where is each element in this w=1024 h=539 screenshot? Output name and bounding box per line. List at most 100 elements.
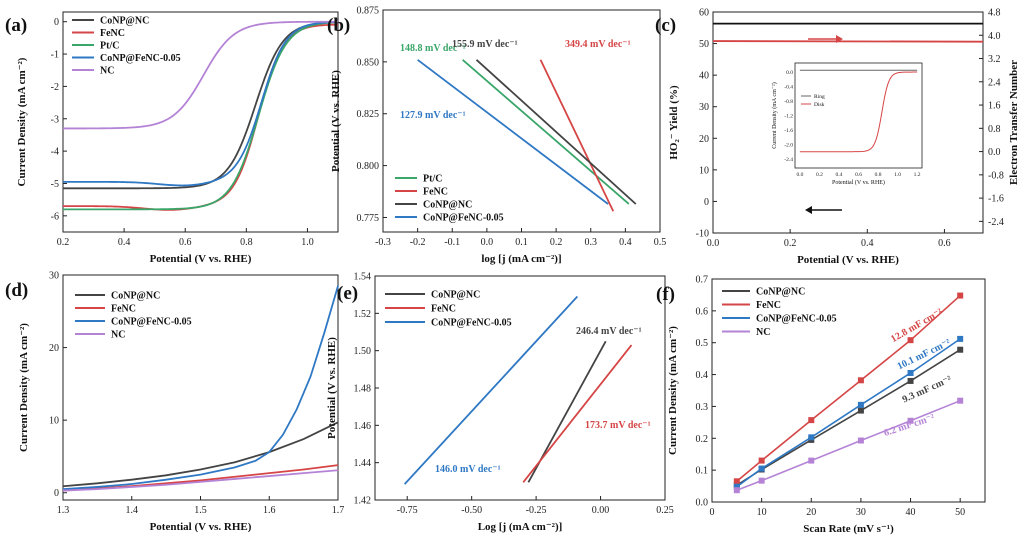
y-axis-title: Potential (V vs. RHE)	[326, 337, 338, 439]
plot-frame	[62, 11, 339, 233]
y2-tick-label: 2.4	[988, 77, 1001, 88]
y-tick-label: 30	[699, 102, 709, 113]
slope-annotation: 173.7 mV dec⁻¹	[585, 420, 651, 431]
legend-entry: Pt/C	[423, 174, 442, 185]
data-point-CoNP@FeNC-0.05	[957, 335, 964, 342]
x-tick-label: 0.5	[654, 237, 667, 248]
y-tick-label: 0.875	[357, 6, 380, 17]
slope-annotation: 349.4 mV dec⁻¹	[565, 39, 631, 50]
y-tick-label: 0.825	[357, 109, 380, 120]
y-tick-label: 0.3	[696, 402, 709, 413]
series-line-CoNP@NC	[475, 59, 637, 205]
plot-frame	[374, 275, 666, 501]
x-axis-title: Log [j (mA cm⁻²)]	[478, 521, 563, 533]
slope-annotation: 127.9 mV dec⁻¹	[400, 110, 466, 121]
y-tick-label: 20	[699, 134, 709, 145]
x-axis-title: Potential (V vs. RHE)	[150, 521, 252, 533]
x-tick-label: 0.2	[57, 237, 70, 248]
y-axis-title: Current Density (mA cm⁻²)	[18, 323, 30, 452]
legend-entry: CoNP@NC	[100, 16, 149, 27]
y-axis-title: Current Density (mA cm⁻²)	[16, 57, 28, 186]
y-tick-label: 0	[54, 17, 59, 28]
y-tick-label: 0.5	[696, 338, 709, 349]
y2-tick-label: 3.2	[988, 54, 1001, 65]
legend-entry: CoNP@FeNC-0.05	[756, 314, 837, 325]
legend-entry: CoNP@NC	[423, 200, 472, 211]
x-axis-title: Potential (V vs. RHE)	[150, 253, 252, 265]
x-tick-label: 1.3	[57, 505, 70, 516]
data-point-CoNP@FeNC-0.05	[907, 369, 914, 376]
y2-tick-label: 0.0	[988, 147, 1001, 158]
x-tick-label: 0.0	[481, 237, 494, 248]
arrow-left-icon	[805, 206, 812, 214]
y-tick-label: 10	[699, 165, 709, 176]
panel-5: (e) -0.75 -0.50 -0.25 0.00 0.25 1.42 1.44 1.46 1.…	[326, 272, 674, 534]
panel-3: (c) 0.0 0.2 0.4 0.6 60 50 40 30 20 10 0 -10 Potential…	[655, 8, 1020, 267]
legend-entry: CoNP@NC	[431, 290, 480, 301]
x-tick-label: 1.6	[263, 505, 276, 516]
series-line-CoNP@FeNC-0.05	[403, 295, 579, 485]
y-tick-label: 1.54	[354, 272, 372, 283]
series-line-FeNC	[736, 294, 961, 482]
x-tick-label: 30	[856, 507, 866, 518]
inset-frame	[794, 62, 923, 169]
x-tick-label: -0.50	[461, 505, 482, 516]
series-line-NC	[62, 469, 339, 492]
y-tick-label: 1.48	[354, 384, 372, 395]
y-tick-label: -5	[51, 179, 59, 190]
panel-label: (e)	[337, 283, 358, 304]
y-axis-title: HO₂⁻ Yield (%)	[668, 85, 680, 160]
legend-entry: CoNP@FeNC-0.05	[100, 53, 181, 64]
y-tick-label: 1.44	[354, 458, 372, 469]
data-point-NC	[957, 397, 964, 404]
x-axis-title: Scan Rate (mV s⁻¹)	[803, 523, 894, 535]
panel-1: (a) 0.2 0.4 0.6 0.8 1.0 0 -1 -2 -3 -4 -5 -6 Potential…	[5, 11, 339, 265]
inset-x-tick-label: 1.0	[894, 172, 901, 178]
y-tick-label: 30	[49, 271, 59, 282]
y-tick-label: 0.800	[357, 161, 380, 172]
y-axis-title: Potential (V vs. RHE)	[330, 70, 342, 172]
legend-entry: NC	[111, 330, 125, 341]
y-axis-title: Current Density (mA cm⁻²)	[667, 326, 679, 455]
data-point-CoNP@NC	[907, 377, 914, 384]
y-tick-label: 50	[699, 39, 709, 50]
x-tick-label: -0.2	[410, 237, 426, 248]
y-tick-label: 0	[704, 197, 709, 208]
panel-4: (d) 1.3 1.4 1.5 1.6 1.7 0 10 20 30 Potential (V vs…	[5, 271, 344, 534]
legend-entry: CoNP@NC	[756, 287, 805, 298]
inset-y-axis-title: Current Density (mA cm⁻²)	[771, 82, 778, 148]
x-tick-label: 0.6	[179, 237, 192, 248]
slope-annotation: 246.4 mV dec⁻¹	[576, 326, 642, 337]
legend-entry: FeNC	[100, 28, 125, 39]
x-tick-label: 0.2	[784, 238, 797, 249]
y-tick-label: 0.7	[696, 275, 709, 286]
y-tick-label: 1.46	[354, 421, 372, 432]
data-point-CoNP@NC	[957, 346, 964, 353]
y2-tick-label: 4.8	[988, 8, 1001, 19]
inset-x-axis-title: Potential (V vs. RHE)	[832, 179, 885, 186]
data-point-NC	[907, 417, 914, 424]
y2-axis-title: Electron Transfer Number	[1008, 60, 1020, 185]
y-tick-label: -6	[51, 211, 59, 222]
plot-frame	[712, 11, 984, 234]
data-point-FeNC	[808, 417, 815, 424]
x-tick-label: 1.5	[194, 505, 207, 516]
x-tick-label: 0.6	[938, 238, 951, 249]
inset-x-tick-label: 0.0	[796, 172, 803, 178]
slope-annotation: 10.1 mF cm⁻²	[896, 337, 953, 372]
x-tick-label: 0.00	[592, 505, 610, 516]
series-line-Pt/C	[63, 21, 339, 211]
legend-entry: FeNC	[431, 304, 456, 315]
inset-y-tick-label: -1.6	[784, 128, 793, 134]
x-tick-label: 0	[710, 507, 715, 518]
inset-disk-line	[799, 71, 918, 153]
inset-x-tick-label: 0.8	[875, 172, 882, 178]
inset-y-tick-label: -2.4	[784, 157, 793, 163]
panel-6: (f) 0 10 20 30 40 50 0.0 0.1 0.2 0.3 0.4 0.5 0.6 0.7 Sc…	[656, 275, 986, 535]
inset-x-tick-label: 0.6	[855, 172, 862, 178]
series-line-hn	[712, 40, 984, 43]
arrow-right-icon	[836, 35, 843, 43]
inset-legend-entry: Ring	[814, 94, 825, 100]
y-tick-label: 1.50	[354, 346, 372, 357]
